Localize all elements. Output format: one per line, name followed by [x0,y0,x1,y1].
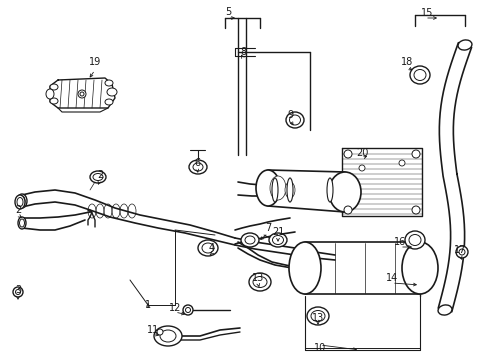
Ellipse shape [404,231,424,249]
Text: 14: 14 [385,273,397,283]
Ellipse shape [17,198,23,207]
Text: 13: 13 [251,273,264,283]
Ellipse shape [286,178,292,202]
Ellipse shape [17,194,27,208]
Text: 6: 6 [194,158,200,168]
Circle shape [13,287,23,297]
Circle shape [183,305,193,315]
Text: 19: 19 [89,57,101,67]
Ellipse shape [328,172,360,212]
Ellipse shape [289,115,300,125]
Ellipse shape [160,330,176,342]
Text: 5: 5 [224,7,231,17]
Ellipse shape [19,196,25,206]
Text: 15: 15 [420,8,432,18]
Ellipse shape [90,171,106,183]
Ellipse shape [457,40,471,50]
Circle shape [343,206,351,214]
Ellipse shape [268,233,286,247]
Text: 17: 17 [453,245,465,255]
Ellipse shape [15,195,25,209]
Text: 20: 20 [355,148,367,158]
Text: 4: 4 [208,243,215,253]
Text: 1: 1 [144,300,151,310]
Ellipse shape [93,174,103,180]
Circle shape [358,165,364,171]
Ellipse shape [107,88,117,96]
Ellipse shape [271,178,278,202]
Circle shape [80,92,84,96]
Ellipse shape [256,170,280,206]
Text: 16: 16 [393,237,406,247]
Ellipse shape [50,84,58,90]
Text: 21: 21 [271,227,284,237]
Text: 9: 9 [286,110,292,120]
Ellipse shape [285,182,294,198]
Ellipse shape [20,219,24,227]
Text: 13: 13 [311,313,324,323]
Ellipse shape [248,273,270,291]
Text: 10: 10 [313,343,325,353]
Ellipse shape [50,98,58,104]
Ellipse shape [269,176,285,200]
Ellipse shape [413,69,425,81]
Ellipse shape [189,160,206,174]
Ellipse shape [272,235,283,244]
Ellipse shape [326,178,332,202]
Circle shape [398,160,404,166]
Circle shape [157,329,163,335]
Ellipse shape [437,305,451,315]
Ellipse shape [401,242,437,294]
Ellipse shape [198,240,218,256]
Text: 2: 2 [15,205,21,215]
Ellipse shape [306,307,328,325]
Text: 3: 3 [15,285,21,295]
Ellipse shape [193,163,203,171]
Ellipse shape [288,242,320,294]
Ellipse shape [202,243,214,253]
Text: 7: 7 [264,223,270,233]
Text: 8: 8 [240,47,245,57]
Circle shape [78,90,86,98]
Circle shape [458,249,464,255]
Ellipse shape [408,234,420,246]
Circle shape [185,307,190,312]
Circle shape [16,289,20,294]
Ellipse shape [105,80,113,86]
Ellipse shape [310,310,325,321]
Ellipse shape [252,276,266,288]
Ellipse shape [285,112,304,128]
Ellipse shape [241,233,259,247]
Ellipse shape [409,66,429,84]
Text: 11: 11 [146,325,159,335]
Circle shape [411,150,419,158]
Circle shape [411,206,419,214]
Ellipse shape [46,89,54,99]
Text: 12: 12 [168,303,181,313]
Circle shape [343,150,351,158]
Text: 18: 18 [400,57,412,67]
Ellipse shape [18,217,26,229]
Ellipse shape [154,326,182,346]
Circle shape [455,246,467,258]
Ellipse shape [244,236,254,244]
Text: 2: 2 [97,170,103,180]
Ellipse shape [105,99,113,105]
